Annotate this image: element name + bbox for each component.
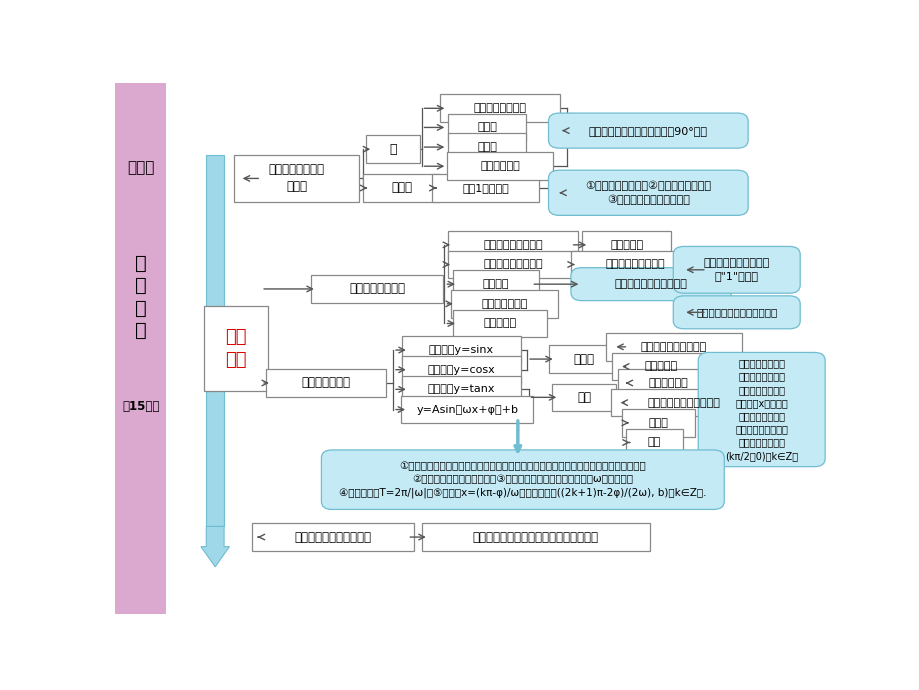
- Text: 单调性、奇偶性、周期性: 单调性、奇偶性、周期性: [647, 397, 720, 408]
- FancyBboxPatch shape: [610, 389, 756, 417]
- Text: 正角、负角、零角: 正角、负角、零角: [473, 104, 526, 113]
- FancyBboxPatch shape: [366, 135, 419, 163]
- FancyBboxPatch shape: [571, 268, 731, 301]
- FancyBboxPatch shape: [115, 83, 166, 614]
- FancyBboxPatch shape: [582, 231, 671, 259]
- FancyBboxPatch shape: [312, 275, 443, 303]
- Text: 作图象: 作图象: [573, 353, 594, 366]
- Text: 终边相同的角: 终边相同的角: [480, 161, 519, 171]
- Text: 和（差）角公式: 和（差）角公式: [481, 299, 527, 309]
- Text: 性质: 性质: [576, 391, 591, 404]
- Text: （15分）: （15分）: [122, 400, 159, 413]
- Text: 角: 角: [135, 276, 146, 295]
- Text: 三: 三: [135, 254, 146, 273]
- FancyBboxPatch shape: [252, 523, 414, 551]
- FancyBboxPatch shape: [618, 369, 718, 397]
- Text: 二倍角公式: 二倍角公式: [482, 319, 516, 328]
- FancyBboxPatch shape: [439, 95, 560, 122]
- FancyBboxPatch shape: [548, 113, 747, 148]
- FancyBboxPatch shape: [402, 336, 521, 364]
- FancyBboxPatch shape: [621, 409, 694, 437]
- FancyBboxPatch shape: [448, 231, 577, 259]
- Text: 公式正用、逆用、变形
及"1"的代换: 公式正用、逆用、变形 及"1"的代换: [703, 258, 769, 282]
- Text: 化简、求值、证明（恒等式）: 化简、求值、证明（恒等式）: [696, 307, 777, 317]
- FancyArrow shape: [200, 526, 229, 566]
- Text: 轴线角: 轴线角: [477, 142, 496, 152]
- FancyBboxPatch shape: [401, 396, 533, 424]
- FancyBboxPatch shape: [673, 296, 800, 329]
- FancyBboxPatch shape: [673, 246, 800, 293]
- FancyBboxPatch shape: [363, 174, 439, 201]
- Text: 正弦函数y=sinx: 正弦函数y=sinx: [428, 345, 494, 355]
- Text: 奇变偶不变，符号看象限: 奇变偶不变，符号看象限: [614, 279, 686, 289]
- FancyBboxPatch shape: [402, 356, 521, 384]
- Text: 定义1弧度的角: 定义1弧度的角: [462, 183, 508, 193]
- FancyBboxPatch shape: [551, 384, 616, 411]
- FancyBboxPatch shape: [446, 152, 553, 180]
- FancyBboxPatch shape: [321, 450, 723, 509]
- Text: 区别第一象限角、锐角、小于90°的角: 区别第一象限角、锐角、小于90°的角: [588, 126, 707, 136]
- Text: 生活中、建筑学中、航海中、物理学中等: 生活中、建筑学中、航海中、物理学中等: [472, 531, 598, 544]
- FancyBboxPatch shape: [432, 174, 539, 201]
- FancyBboxPatch shape: [698, 353, 824, 466]
- FancyBboxPatch shape: [548, 170, 747, 215]
- Text: 象限角: 象限角: [477, 122, 496, 132]
- Text: 对称性: 对称性: [648, 418, 667, 428]
- Text: 余弦函数y=cosx: 余弦函数y=cosx: [427, 365, 494, 375]
- Text: 三角函数的图象: 三角函数的图象: [301, 377, 350, 389]
- FancyBboxPatch shape: [421, 523, 649, 551]
- Text: 任意角的三角函数: 任意角的三角函数: [349, 282, 405, 295]
- Text: 函: 函: [135, 299, 146, 317]
- FancyBboxPatch shape: [450, 290, 557, 317]
- Text: 三角函数模型的简单应用: 三角函数模型的简单应用: [294, 531, 371, 544]
- Text: 三角
函数: 三角 函数: [225, 328, 246, 369]
- FancyBboxPatch shape: [206, 155, 224, 526]
- Text: 正切函数y=tanx: 正切函数y=tanx: [427, 384, 494, 395]
- Text: 任意角三角函数定义: 任意角三角函数定义: [482, 240, 542, 250]
- Text: 诱导公式: 诱导公式: [482, 279, 508, 289]
- Text: 对称轴（正切函数
除外）经过函数图
象的最高（或低）
点且垂直x轴的直线
对称中心是正弦函
数图象的零点，正切
函数的对称中心为
(kπ/2，0)（k∈Z）: 对称轴（正切函数 除外）经过函数图 象的最高（或低） 点且垂直x轴的直线 对称中…: [724, 358, 798, 461]
- FancyBboxPatch shape: [606, 333, 741, 361]
- FancyBboxPatch shape: [204, 306, 268, 391]
- Text: 任意角与弧度制；
单位圆: 任意角与弧度制； 单位圆: [268, 164, 324, 193]
- Text: 同角三角函数的关系: 同角三角函数的关系: [482, 259, 542, 270]
- FancyBboxPatch shape: [448, 114, 526, 141]
- Text: 三角函数线: 三角函数线: [609, 240, 642, 250]
- FancyBboxPatch shape: [448, 133, 526, 161]
- Text: 数: 数: [135, 321, 146, 340]
- Text: 平方关系、商的关系: 平方关系、商的关系: [605, 259, 664, 270]
- Text: 最值: 最值: [647, 437, 660, 448]
- Text: ①图象可由正弦曲线经过平移、伸缩得到，但要注意先平移后伸缩与先伸缩后平移不同；
②图象也可以用五点作图法；③用整体代换法求单调区间（注意ω的符号）；
④最小正周: ①图象可由正弦曲线经过平移、伸缩得到，但要注意先平移后伸缩与先伸缩后平移不同； …: [339, 461, 706, 498]
- Text: 描点法（五点作图法）: 描点法（五点作图法）: [641, 342, 707, 352]
- Text: 几何作图法: 几何作图法: [644, 362, 677, 371]
- FancyBboxPatch shape: [625, 428, 682, 456]
- Text: 考点五: 考点五: [127, 160, 154, 175]
- FancyBboxPatch shape: [234, 155, 358, 202]
- FancyBboxPatch shape: [570, 250, 699, 278]
- FancyBboxPatch shape: [548, 345, 619, 373]
- FancyBboxPatch shape: [402, 375, 521, 403]
- Text: ①角度与弧度互化；②特殊角的弧度数；
③弧长公式、扇形面积公式: ①角度与弧度互化；②特殊角的弧度数； ③弧长公式、扇形面积公式: [584, 181, 710, 205]
- FancyBboxPatch shape: [452, 310, 547, 337]
- Text: 弧度制: 弧度制: [391, 181, 412, 195]
- FancyBboxPatch shape: [266, 369, 386, 397]
- Text: 角: 角: [389, 143, 396, 156]
- Text: y=Asin（ωx+φ）+b: y=Asin（ωx+φ）+b: [415, 404, 517, 415]
- FancyBboxPatch shape: [452, 270, 538, 298]
- FancyBboxPatch shape: [448, 250, 577, 278]
- FancyBboxPatch shape: [611, 353, 709, 380]
- Text: 定义域、值域: 定义域、值域: [648, 378, 687, 388]
